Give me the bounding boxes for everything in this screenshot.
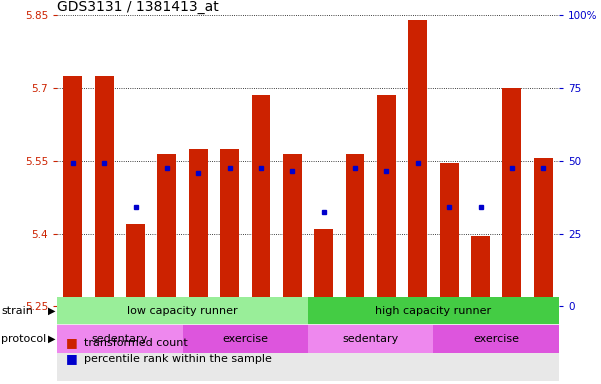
Text: low capacity runner: low capacity runner xyxy=(127,306,238,316)
Bar xyxy=(433,325,559,353)
Text: sedentary: sedentary xyxy=(92,334,148,344)
Bar xyxy=(220,149,239,306)
Bar xyxy=(471,236,490,306)
Bar xyxy=(283,154,302,306)
Text: protocol: protocol xyxy=(1,334,46,344)
Bar xyxy=(126,224,145,306)
Text: high capacity runner: high capacity runner xyxy=(376,306,492,316)
Bar xyxy=(157,154,176,306)
Bar xyxy=(57,325,183,353)
Text: ▶: ▶ xyxy=(48,306,55,316)
Bar xyxy=(252,95,270,306)
Text: ▶: ▶ xyxy=(48,334,55,344)
Text: transformed count: transformed count xyxy=(84,338,188,348)
Text: ■: ■ xyxy=(66,353,78,366)
Text: exercise: exercise xyxy=(473,334,519,344)
Bar xyxy=(308,325,433,353)
Bar xyxy=(95,76,114,306)
Text: GDS3131 / 1381413_at: GDS3131 / 1381413_at xyxy=(57,0,219,14)
Text: percentile rank within the sample: percentile rank within the sample xyxy=(84,354,272,364)
Bar xyxy=(314,229,333,306)
Bar xyxy=(63,76,82,306)
Bar xyxy=(308,297,559,324)
Bar xyxy=(409,20,427,306)
Bar xyxy=(440,163,459,306)
Bar xyxy=(346,154,364,306)
Bar xyxy=(183,325,308,353)
Bar xyxy=(502,88,521,306)
Bar xyxy=(534,159,553,306)
Bar xyxy=(377,95,396,306)
Text: sedentary: sedentary xyxy=(343,334,399,344)
Bar xyxy=(57,297,308,324)
Text: ■: ■ xyxy=(66,336,78,349)
Bar xyxy=(189,149,208,306)
Text: strain: strain xyxy=(1,306,33,316)
Text: exercise: exercise xyxy=(222,334,268,344)
